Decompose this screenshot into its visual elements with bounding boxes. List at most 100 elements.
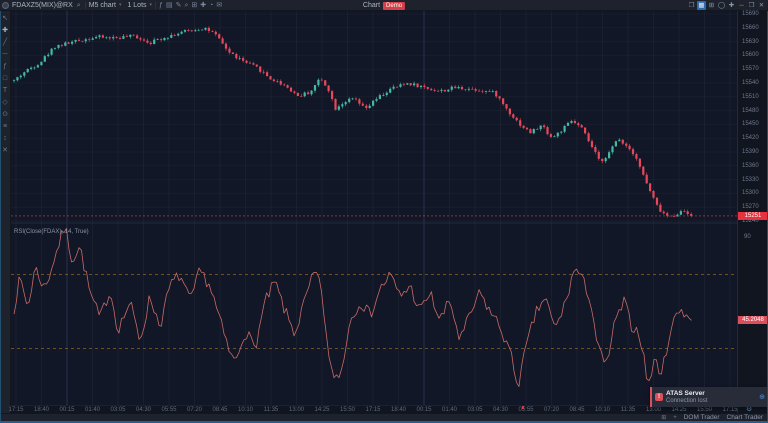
lots-label: 1 Lots — [127, 1, 147, 9]
time-axis[interactable]: 17:15 18:40 00:15 01:40 03:05 04:30 05:55 07:20… — [8, 405, 738, 413]
link-windows-icon[interactable]: ❐ — [688, 1, 695, 9]
toolbar-divider — [84, 1, 86, 9]
window-left-border — [0, 11, 1, 421]
price-axis-label: 15600 — [742, 52, 759, 59]
instrument-selector[interactable]: FDAXZ5(MIX)@RX ⌕ — [9, 1, 85, 10]
magnet-tool-icon[interactable]: ⊙ — [2, 111, 8, 118]
chevron-down-icon: ▾ — [149, 2, 153, 8]
time-axis-label: 01:40 — [441, 407, 457, 413]
time-axis-label: 08:45 — [212, 407, 228, 413]
chart-area[interactable]: RSI(Close(FDAX), 14, True) — [11, 11, 737, 405]
time-axis-label: 17:15 — [365, 407, 381, 413]
drawing-tools-sidebar: ↖ ✚ ╱ ─ ƒ □ T ◇ ⊙ ≡ ↕ ✕ — [0, 11, 11, 413]
time-axis-label: 14:25 — [671, 407, 687, 413]
drawing-tools-icon[interactable]: ✎ — [175, 1, 182, 9]
layout-grid-icon[interactable]: ⊞ — [661, 415, 667, 421]
ruler-tool-icon[interactable]: ◇ — [2, 99, 8, 106]
grid-windows-icon[interactable]: ⊞ — [708, 1, 715, 9]
horizontal-line-tool-icon[interactable]: ─ — [2, 51, 8, 58]
demo-badge: Demo — [383, 1, 406, 10]
toolbar-divider — [155, 1, 157, 9]
time-axis-label: 04:30 — [135, 407, 151, 413]
time-axis-label: 00:15 — [59, 407, 75, 413]
status-bar-right: ⊞ + DOM Trader Chart Trader — [661, 414, 768, 421]
time-axis-label: 15:50 — [339, 407, 355, 413]
top-toolbar: FDAXZ5(MIX)@RX ⌕ M5 chart ▾ 1 Lots ▾ ƒ ▤ ✎… — [0, 0, 768, 11]
brush-tool-icon[interactable]: ≡ — [2, 123, 8, 130]
window-controls: ❐ ▦ ⊞ ◯ ✚ ─ ❒ ✕ — [687, 0, 768, 10]
clock-icon[interactable]: ◔ — [209, 1, 214, 9]
time-axis-label: 10:10 — [237, 407, 253, 413]
time-axis-label: 13:00 — [288, 407, 304, 413]
price-axis-labels: 15690 15660 15630 15600 15570 15540 15510 15480… — [738, 11, 768, 413]
close-icon[interactable]: ✕ — [758, 1, 765, 9]
indicators-icon[interactable]: ƒ — [159, 1, 163, 9]
delete-drawings-tool-icon[interactable]: ✕ — [2, 147, 8, 154]
atas-logo-icon[interactable] — [2, 1, 9, 9]
toast-title: ATAS Server — [666, 389, 705, 397]
time-axis-label: 04:30 — [492, 407, 508, 413]
candlestick-and-rsi-canvas[interactable] — [11, 11, 737, 405]
layout-icon[interactable]: ▦ — [697, 0, 706, 10]
time-axis-label: 11:35 — [263, 407, 279, 413]
price-axis-label: 15450 — [742, 121, 759, 128]
price-axis-label: 15510 — [742, 93, 759, 100]
time-axis-label: 07:20 — [543, 407, 559, 413]
status-bar: ⊞ + DOM Trader Chart Trader — [0, 413, 768, 421]
cursor-tool-icon[interactable]: ↖ — [2, 15, 8, 22]
time-axis-label: 01:40 — [84, 407, 100, 413]
gridlines — [66, 11, 425, 405]
price-axis[interactable]: 15690 15660 15630 15600 15570 15540 15510 15480… — [737, 11, 768, 413]
rectangle-tool-icon[interactable]: □ — [2, 75, 8, 82]
gear-icon[interactable]: ⚙ — [746, 406, 753, 413]
error-icon: ! — [655, 393, 663, 401]
time-axis-label: 03:05 — [110, 407, 126, 413]
instrument-label: FDAXZ5(MIX)@RX — [12, 1, 73, 9]
timeframe-selector[interactable]: M5 chart ▾ — [86, 2, 125, 9]
search-icon[interactable]: ⌕ — [184, 1, 189, 9]
crosshair-icon[interactable]: ✚ — [200, 1, 207, 9]
time-axis-label: 17:15 — [722, 407, 738, 413]
chevron-down-icon: ▾ — [118, 2, 122, 8]
time-axis-label: 18:40 — [33, 407, 49, 413]
minimize-icon[interactable]: ─ — [739, 1, 744, 9]
instrument-search-icon[interactable]: ⌕ — [76, 1, 81, 9]
toast-subtitle: Connection lost — [666, 397, 708, 404]
chat-icon[interactable]: ✉ — [216, 1, 223, 9]
rsi-level-lines — [11, 274, 737, 349]
rsi-value-tag: 45.2048 — [738, 316, 768, 324]
time-axis-label: 05:55 — [161, 407, 177, 413]
chart-trader-button[interactable]: Chart Trader — [726, 414, 764, 421]
timeframe-label: M5 chart — [88, 1, 116, 9]
trend-line-tool-icon[interactable]: ╱ — [2, 39, 8, 46]
price-axis-label: 15360 — [742, 162, 759, 169]
snapshot-icon[interactable]: ⊞ — [191, 1, 198, 9]
toolbar-icon-group: ƒ ▤ ✎ ⌕ ⊞ ✚ ◔ ✉ — [156, 1, 225, 10]
text-tool-icon[interactable]: T — [2, 87, 8, 94]
pin-icon[interactable]: ✚ — [728, 1, 735, 9]
time-axis-label: 11:35 — [620, 407, 636, 413]
lots-selector[interactable]: 1 Lots ▾ — [124, 2, 155, 9]
connection-toast[interactable]: ! ATAS Server Connection lost ⊕ — [650, 387, 768, 407]
chart-tab-label: Chart — [362, 2, 381, 9]
price-axis-label: 15660 — [742, 24, 759, 31]
price-axis-label: 15690 — [742, 11, 759, 17]
record-icon[interactable]: ◯ — [717, 1, 726, 9]
time-axis-label: 17:15 — [8, 407, 24, 413]
maximize-icon[interactable]: ❒ — [748, 1, 755, 9]
chart-tab[interactable]: Chart Demo — [362, 0, 406, 11]
add-panel-icon[interactable]: + — [673, 414, 677, 421]
rsi-axis-label: 90 — [744, 234, 751, 240]
rsi-indicator-label[interactable]: RSI(Close(FDAX), 14, True) — [14, 229, 89, 235]
dom-trader-button[interactable]: DOM Trader — [683, 414, 720, 421]
last-price-tag: 15251 — [738, 212, 768, 220]
time-axis-label: 03:05 — [467, 407, 483, 413]
crosshair-tool-icon[interactable]: ✚ — [2, 27, 8, 34]
price-axis-label: 15480 — [742, 107, 759, 114]
time-axis-label: 10:10 — [594, 407, 610, 413]
price-axis-label: 15270 — [742, 204, 759, 211]
fibonacci-tool-icon[interactable]: ƒ — [3, 63, 7, 70]
candlestick-series — [12, 26, 693, 218]
chart-type-icon[interactable]: ▤ — [165, 1, 173, 9]
arrow-marker-tool-icon[interactable]: ↕ — [3, 135, 7, 142]
